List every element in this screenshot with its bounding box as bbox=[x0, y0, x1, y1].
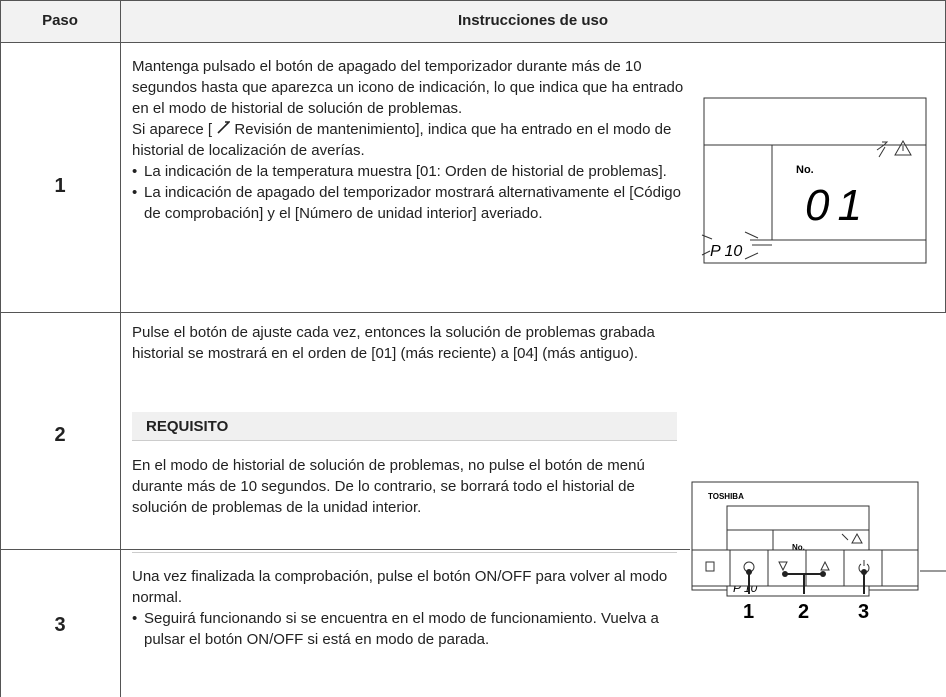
paragraph: Pulse el botón de ajuste cada vez, enton… bbox=[132, 324, 655, 362]
header-cell: Instrucciones de uso bbox=[457, 12, 609, 29]
step-number: 2 bbox=[54, 424, 66, 446]
step-number: 1 bbox=[54, 175, 66, 197]
button-label: 2 bbox=[798, 601, 809, 623]
requirement-title: REQUISITO bbox=[146, 418, 229, 435]
text: Revisión de mantenimiento], indica que h… bbox=[132, 121, 672, 159]
row-text: Una vez finalizada la comprobación, puls… bbox=[132, 566, 672, 650]
bullet: La indicación de apagado del temporizado… bbox=[132, 182, 692, 224]
lcd-code: P 10 bbox=[710, 243, 742, 260]
lcd-label: No. bbox=[792, 543, 805, 552]
row-text: Mantenga pulsado el botón de apagado del… bbox=[132, 56, 692, 224]
brand: TOSHIBA bbox=[708, 492, 744, 501]
requirement-text: En el modo de historial de solución de p… bbox=[132, 457, 645, 516]
lcd-label: No. bbox=[796, 164, 814, 176]
divider bbox=[132, 552, 677, 553]
bullet: Seguirá funcionando si se encuentra en e… bbox=[132, 608, 672, 650]
button-label: 1 bbox=[743, 601, 754, 623]
bullet: La indicación de la temperatura muestra … bbox=[132, 161, 692, 182]
paragraph: Si aparece [ Revisión de mantenimiento],… bbox=[132, 119, 692, 161]
text: Si aparece [ bbox=[132, 121, 213, 138]
requirement-box bbox=[132, 412, 677, 441]
button-label: 3 bbox=[858, 601, 869, 623]
remote-figure: TOSHIBA No. 01 P 10 1 2 3 bbox=[691, 481, 946, 623]
wrench-icon bbox=[217, 121, 232, 134]
paragraph: Mantenga pulsado el botón de apagado del… bbox=[132, 58, 684, 117]
paragraph: Una vez finalizada la comprobación, puls… bbox=[132, 568, 668, 606]
step-number: 3 bbox=[54, 614, 66, 636]
header-cell: Paso bbox=[42, 12, 78, 29]
lcd-number: 01 bbox=[805, 181, 870, 230]
lcd-figure: No. 01 P 10 bbox=[701, 97, 927, 264]
